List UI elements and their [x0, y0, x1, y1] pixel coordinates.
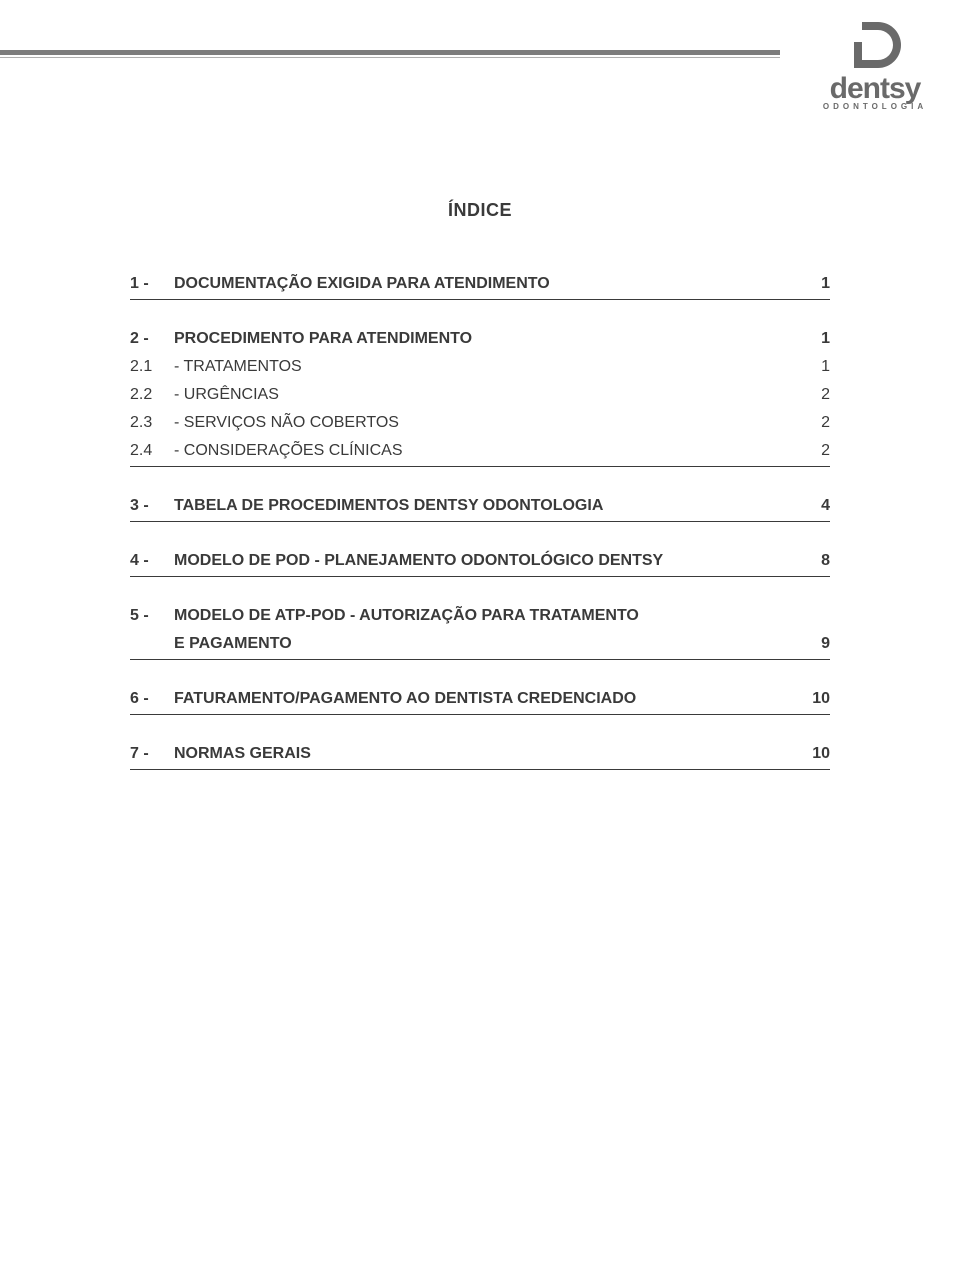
toc-num: 2 - [130, 330, 174, 348]
toc-num: 7 - [130, 745, 174, 763]
toc-row: 2.1 - TRATAMENTOS 1 [130, 354, 830, 382]
toc-label: - CONSIDERAÇÕES CLÍNICAS [174, 442, 790, 460]
toc-row: 5 - MODELO DE ATP-POD - AUTORIZAÇÃO PARA… [130, 603, 830, 631]
toc-page: 4 [790, 497, 830, 515]
toc-content: ÍNDICE 1 - DOCUMENTAÇÃO EXIGIDA PARA ATE… [130, 200, 830, 770]
toc-page: 1 [790, 358, 830, 376]
toc-num: 2.1 [130, 358, 174, 376]
toc-label: NORMAS GERAIS [174, 745, 790, 763]
toc-page: 2 [790, 442, 830, 460]
toc-page: 9 [790, 635, 830, 653]
toc-label: DOCUMENTAÇÃO EXIGIDA PARA ATENDIMENTO [174, 275, 790, 293]
toc-num: 2.4 [130, 442, 174, 460]
logo: dentsy ODONTOLOGIA [810, 18, 940, 111]
toc-row: 2.2 - URGÊNCIAS 2 [130, 382, 830, 410]
toc-num: 4 - [130, 552, 174, 570]
logo-icon [848, 18, 902, 72]
toc-label: PROCEDIMENTO PARA ATENDIMENTO [174, 330, 790, 348]
rule [130, 769, 830, 770]
toc-row: E PAGAMENTO 9 [130, 631, 830, 659]
toc-num: 3 - [130, 497, 174, 515]
toc-num: 2.2 [130, 386, 174, 404]
toc-num: 6 - [130, 690, 174, 708]
toc-page: 10 [790, 745, 830, 763]
logo-subtitle: ODONTOLOGIA [810, 102, 940, 111]
toc-row: 2 - PROCEDIMENTO PARA ATENDIMENTO 1 [130, 326, 830, 354]
toc-page: 2 [790, 386, 830, 404]
header-rule [0, 50, 780, 55]
toc-page: 8 [790, 552, 830, 570]
toc-label: TABELA DE PROCEDIMENTOS DENTSY ODONTOLOG… [174, 497, 790, 515]
toc-num: 1 - [130, 275, 174, 293]
toc-page: 1 [790, 275, 830, 293]
toc-label: - URGÊNCIAS [174, 386, 790, 404]
toc-row: 4 - MODELO DE POD - PLANEJAMENTO ODONTOL… [130, 548, 830, 576]
toc-num: 5 - [130, 607, 174, 625]
toc-label: FATURAMENTO/PAGAMENTO AO DENTISTA CREDEN… [174, 690, 790, 708]
toc-num: 2.3 [130, 414, 174, 432]
toc-page: 1 [790, 330, 830, 348]
toc-page: 10 [790, 690, 830, 708]
toc-row: 2.3 - SERVIÇOS NÃO COBERTOS 2 [130, 410, 830, 438]
toc-label: - TRATAMENTOS [174, 358, 790, 376]
toc-label: E PAGAMENTO [174, 635, 790, 653]
toc-row: 6 - FATURAMENTO/PAGAMENTO AO DENTISTA CR… [130, 686, 830, 714]
toc-page: 2 [790, 414, 830, 432]
toc-row: 3 - TABELA DE PROCEDIMENTOS DENTSY ODONT… [130, 493, 830, 521]
toc-row: 2.4 - CONSIDERAÇÕES CLÍNICAS 2 [130, 438, 830, 466]
toc-label: - SERVIÇOS NÃO COBERTOS [174, 414, 790, 432]
toc-label: MODELO DE POD - PLANEJAMENTO ODONTOLÓGIC… [174, 552, 790, 570]
page-title: ÍNDICE [130, 200, 830, 221]
toc-row: 7 - NORMAS GERAIS 10 [130, 741, 830, 769]
logo-wordmark: dentsy [810, 74, 940, 104]
toc-row: 1 - DOCUMENTAÇÃO EXIGIDA PARA ATENDIMENT… [130, 271, 830, 299]
toc-label: MODELO DE ATP-POD - AUTORIZAÇÃO PARA TRA… [174, 607, 790, 625]
